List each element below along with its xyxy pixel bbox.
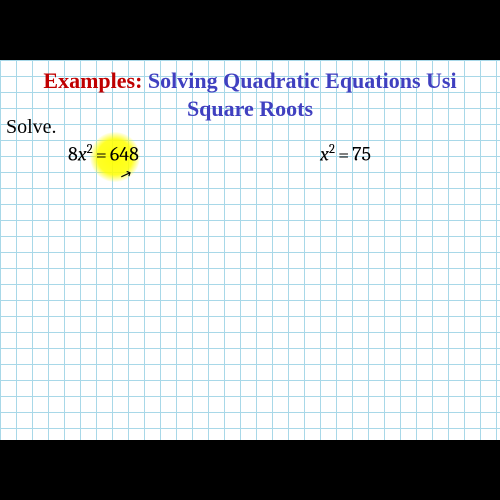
header-line-1: Examples: Solving Quadratic Equations Us…	[0, 68, 500, 94]
examples-label: Examples:	[43, 68, 142, 93]
equation-2: x2=75	[320, 142, 371, 166]
eq2-variable: x	[320, 143, 329, 166]
eq2-equals: =	[338, 143, 349, 166]
eq2-exponent: 2	[329, 142, 335, 157]
eq1-variable: x	[78, 143, 87, 166]
eq2-rhs: 75	[352, 143, 371, 166]
eq1-coefficient: 8	[68, 143, 78, 166]
eq1-rhs: 648	[110, 143, 139, 166]
eq1-exponent: 2	[87, 142, 93, 157]
title-text-1: Solving Quadratic Equations Usi	[148, 68, 457, 93]
equation-1: 8x2=648	[68, 142, 139, 166]
slide-container: Examples: Solving Quadratic Equations Us…	[0, 60, 500, 440]
header-line-2: Square Roots	[0, 96, 500, 122]
solve-label: Solve.	[6, 116, 57, 139]
eq1-equals: =	[96, 143, 107, 166]
title-text-2: Square Roots	[187, 96, 313, 121]
